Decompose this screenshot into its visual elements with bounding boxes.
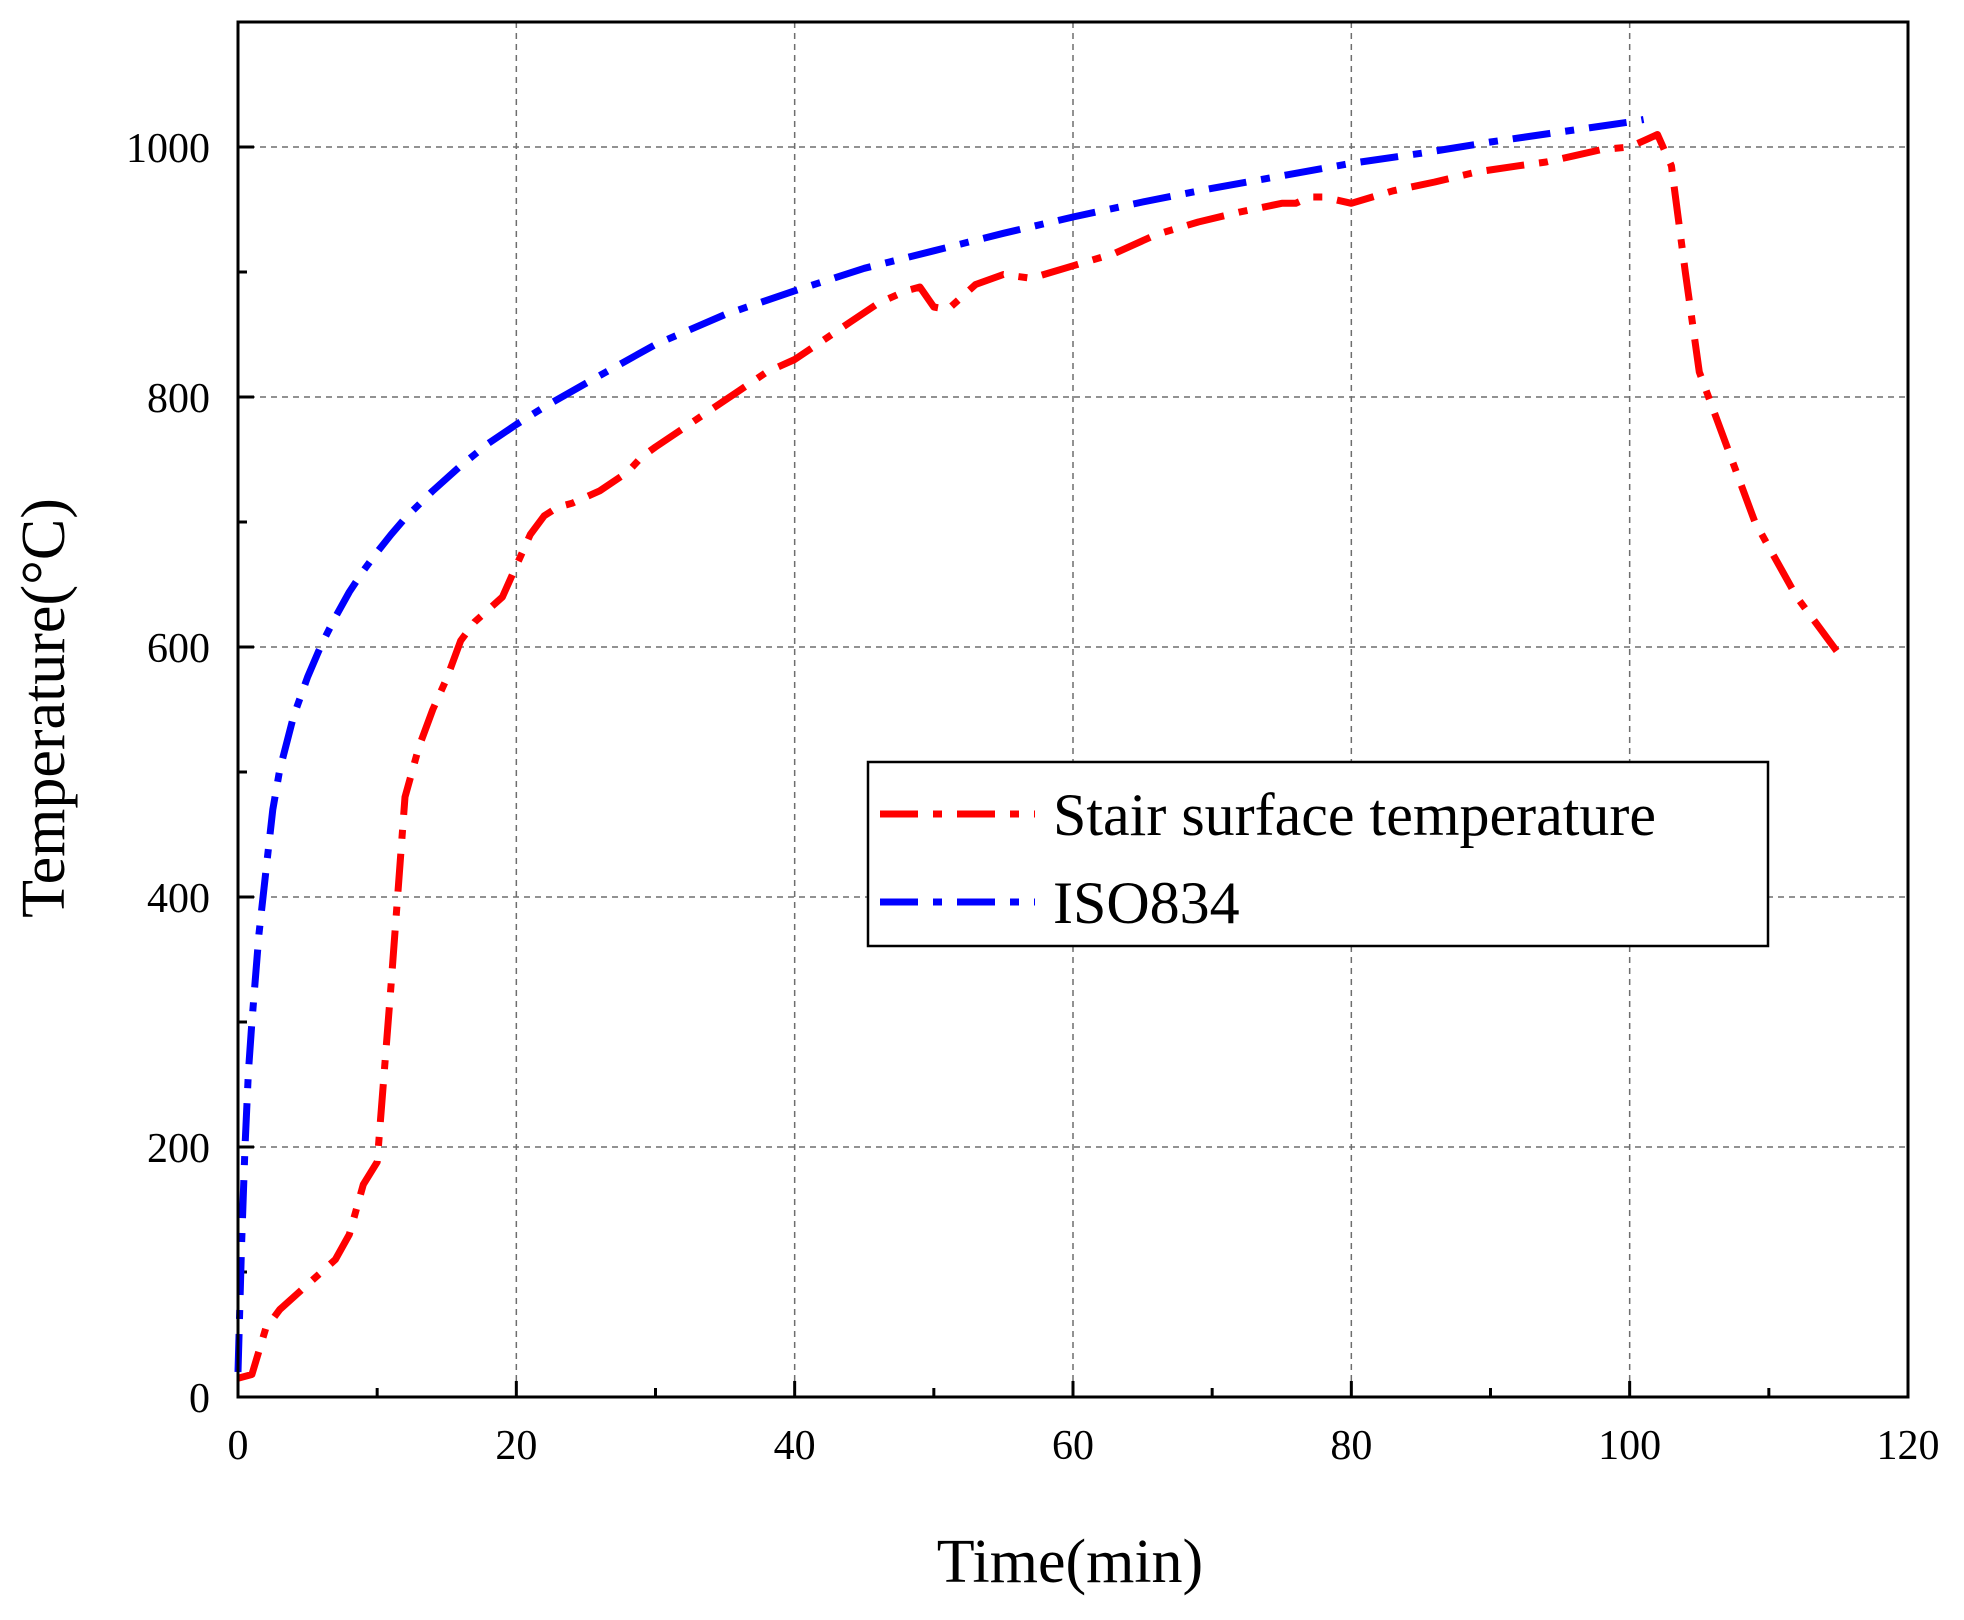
- y-tick-labels: 0 200 400 600 800 1000: [126, 126, 210, 1422]
- series-lines: [234, 116, 1842, 1382]
- x-tick-label: 100: [1598, 1423, 1661, 1469]
- y-tick-label: 0: [189, 1376, 210, 1422]
- legend-box: [866, 760, 1770, 948]
- legend-label-stair-surface-temperature: Stair surface temperature: [1053, 782, 1656, 848]
- legend: Stair surface temperature ISO834: [866, 760, 1770, 948]
- x-tick-label: 0: [228, 1423, 249, 1469]
- y-tick-label: 800: [147, 376, 210, 422]
- x-tick-label: 120: [1877, 1423, 1940, 1469]
- y-tick-label: 1000: [126, 126, 210, 172]
- legend-label-iso834: ISO834: [1053, 870, 1240, 936]
- y-axis-title: Temperature(°C): [10, 498, 78, 918]
- y-tick-label: 600: [147, 626, 210, 672]
- x-tick-labels: 0 20 40 60 80 100 120: [228, 1423, 1940, 1469]
- x-tick-label: 40: [774, 1423, 816, 1469]
- series-line-iso834: [234, 116, 1645, 1373]
- x-tick-label: 20: [495, 1423, 537, 1469]
- x-tick-label: 60: [1052, 1423, 1094, 1469]
- plot-area-frame: [236, 20, 1910, 1399]
- grid-lines: [238, 22, 1908, 1397]
- x-axis-title: Time(min): [937, 1528, 1203, 1596]
- y-tick-label: 400: [147, 876, 210, 922]
- x-tick-label: 80: [1330, 1423, 1372, 1469]
- y-tick-label: 200: [147, 1126, 210, 1172]
